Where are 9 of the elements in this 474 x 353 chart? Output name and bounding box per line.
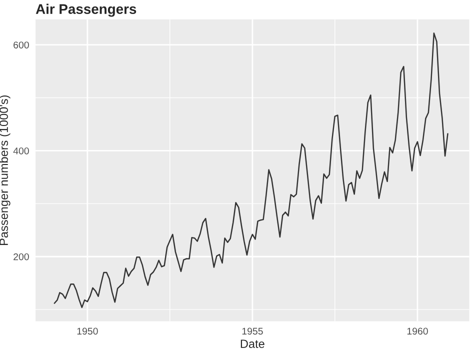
x-axis-title: Date	[240, 340, 264, 348]
x-tick-label: 1950	[77, 328, 98, 335]
chart-title: Air Passengers	[36, 4, 136, 17]
y-tick-label: 600	[14, 42, 29, 48]
y-tick-label: 400	[13, 147, 29, 154]
x-tick-label: 1955	[242, 328, 263, 335]
line-series	[54, 32, 448, 308]
x-tick-label: 1960	[407, 328, 428, 335]
y-tick-label: 200	[14, 253, 29, 260]
